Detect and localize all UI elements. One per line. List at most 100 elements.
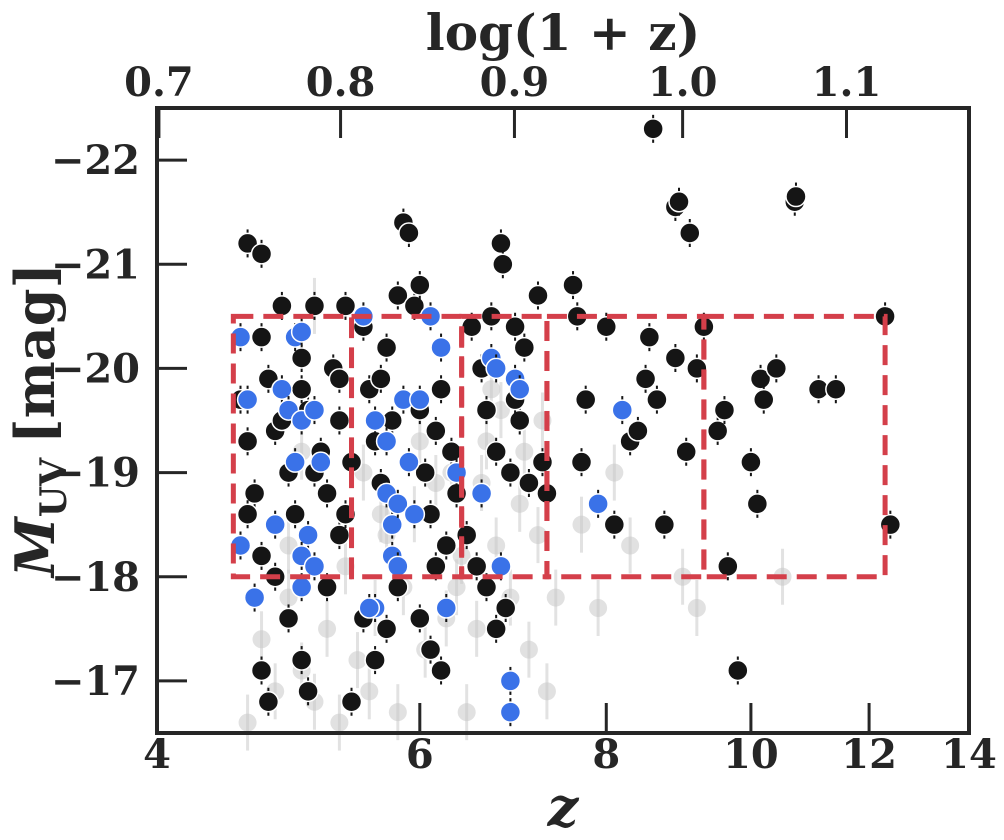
y-tick-label: −17	[51, 658, 140, 705]
blue-point	[587, 493, 609, 515]
blue-point	[387, 493, 409, 515]
black-point	[425, 420, 447, 442]
y-tick-label: −19	[51, 450, 140, 497]
black-point	[334, 295, 357, 317]
blue-point	[387, 555, 409, 578]
grey-point	[687, 599, 706, 617]
black-point	[430, 659, 452, 682]
blue-point	[409, 388, 431, 411]
black-point	[290, 347, 313, 369]
blue-point	[284, 451, 306, 473]
black-point	[713, 399, 736, 421]
black-point	[425, 555, 447, 578]
black-point	[419, 638, 442, 661]
black-point	[340, 691, 363, 713]
black-point	[297, 680, 319, 703]
black-point	[531, 451, 554, 473]
selection-box	[349, 313, 465, 580]
black-point	[475, 576, 498, 598]
black-point	[765, 357, 788, 380]
black-point	[668, 191, 690, 213]
black-point	[485, 618, 507, 640]
black-point	[250, 326, 273, 348]
blue-point	[303, 399, 326, 421]
selection-box	[701, 313, 888, 580]
grey-point	[318, 619, 337, 638]
black-point	[290, 649, 313, 671]
blue-point	[381, 513, 403, 536]
y-axis-title: MUV [mag]	[3, 263, 75, 579]
blue-point	[485, 357, 507, 380]
grey-point	[515, 442, 534, 461]
blue-point	[297, 524, 319, 546]
black-point	[409, 607, 431, 630]
black-point	[749, 368, 772, 390]
grey-point	[546, 588, 565, 607]
black-point	[375, 618, 398, 640]
grey-point	[589, 599, 608, 617]
blue-point	[398, 451, 420, 473]
grey-point	[491, 401, 510, 420]
black-point	[638, 326, 661, 348]
black-point	[375, 336, 398, 359]
black-point	[492, 253, 514, 275]
x-axis-title: z	[547, 775, 580, 839]
grey-point	[457, 703, 476, 722]
black-point	[706, 420, 729, 442]
grey-point	[487, 536, 506, 555]
black-point	[290, 378, 313, 400]
x-tick-label: 8	[592, 731, 620, 778]
black-point	[316, 576, 338, 598]
grey-point	[537, 682, 556, 701]
blue-point	[264, 513, 286, 536]
black-point	[740, 451, 762, 473]
black-point	[475, 399, 498, 421]
black-point	[752, 388, 775, 411]
black-point	[243, 482, 266, 505]
black-point	[236, 430, 259, 453]
black-points-layer	[229, 114, 902, 716]
grey-point	[482, 380, 501, 399]
blue-point	[290, 576, 313, 598]
grey-point	[528, 526, 547, 545]
blue-point	[243, 586, 266, 609]
black-point	[595, 316, 618, 338]
y-axis-title-main: M	[3, 515, 67, 579]
y-tick-label: −18	[51, 554, 140, 601]
black-point	[653, 513, 676, 536]
top-tick-label: 0.8	[306, 59, 376, 106]
black-point	[603, 513, 626, 536]
grey-point	[605, 463, 624, 482]
x-tick-label: 4	[143, 731, 171, 778]
black-point	[646, 388, 668, 411]
black-point	[250, 545, 273, 567]
selection-boxes-layer	[230, 313, 888, 580]
blue-point	[290, 321, 313, 343]
y-axis-title-unit: [mag]	[3, 263, 67, 444]
blue-point	[508, 378, 531, 400]
grey-point	[348, 651, 367, 670]
grey-point	[360, 682, 379, 701]
black-point	[675, 441, 697, 463]
top-axis-title: log(1 + z)	[426, 3, 701, 62]
black-point	[570, 451, 593, 473]
black-point	[642, 118, 664, 140]
blue-point	[375, 430, 398, 453]
black-point	[435, 534, 458, 557]
y-tick-label: −21	[51, 241, 140, 288]
y-tick-label: −22	[51, 137, 140, 184]
black-point	[398, 222, 420, 244]
black-point	[303, 295, 326, 317]
black-point	[284, 503, 306, 525]
grey-point	[447, 578, 466, 597]
black-point	[627, 420, 649, 442]
blue-point	[435, 597, 458, 619]
grey-point	[330, 713, 349, 732]
black-point	[387, 284, 409, 307]
black-point	[277, 607, 300, 630]
black-point	[746, 493, 769, 515]
grey-point	[572, 515, 591, 534]
x-tick-label: 6	[406, 731, 434, 778]
top-tick-label: 1.1	[812, 59, 882, 106]
